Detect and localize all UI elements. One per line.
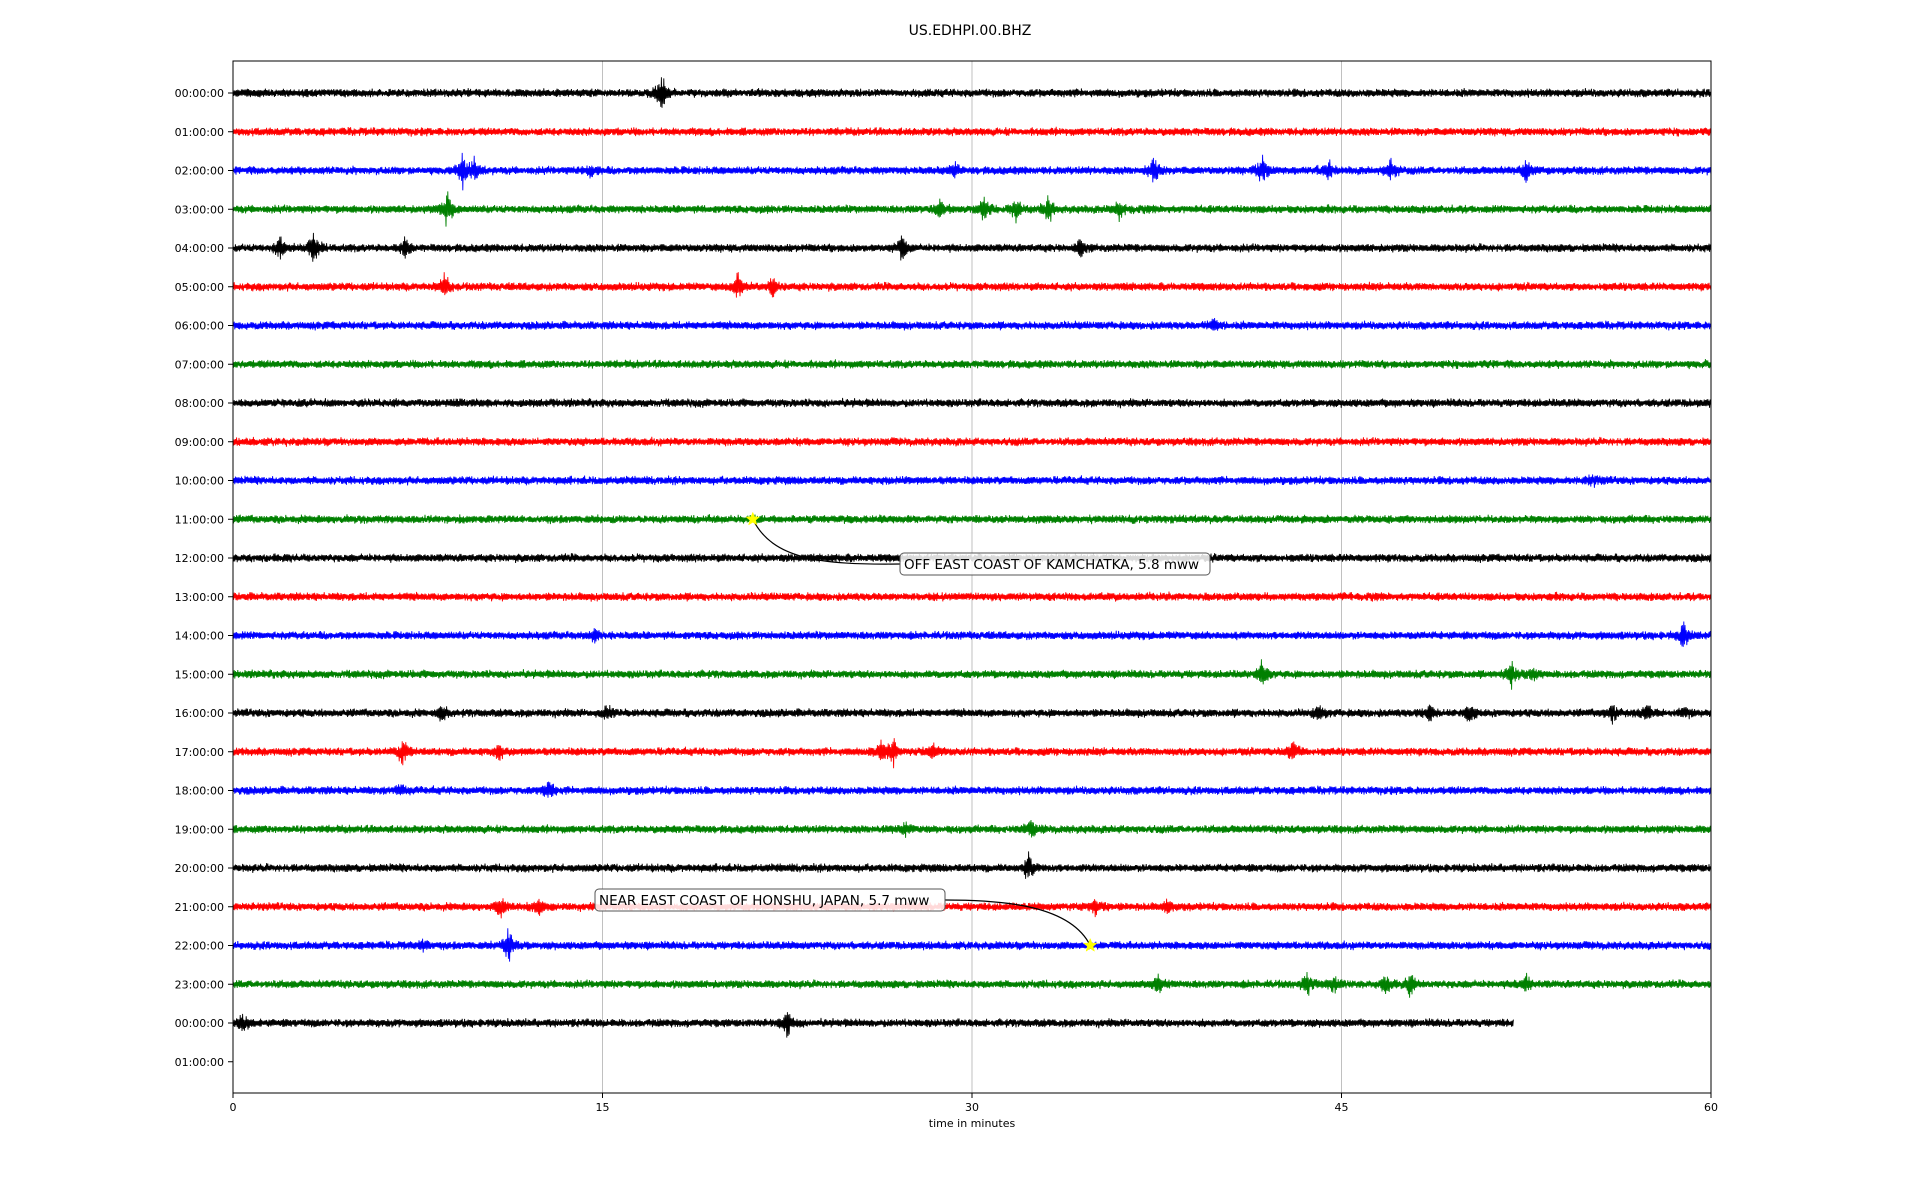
- event-2-star-icon: [1082, 937, 1098, 952]
- event-1-label-box: [899, 552, 1211, 576]
- row-label-3: 03:00:00: [175, 203, 224, 216]
- row-label-16: 16:00:00: [175, 707, 224, 720]
- trace-row-14: [232, 621, 1712, 647]
- row-label-9: 09:00:00: [175, 436, 224, 449]
- plot-frame: [232, 60, 1712, 1094]
- trace-row-7: [232, 359, 1712, 370]
- trace-row-8: [232, 397, 1712, 409]
- trace-row-11: [232, 514, 1712, 525]
- x-tick-label-1: 15: [596, 1101, 610, 1114]
- row-label-13: 13:00:00: [175, 591, 224, 604]
- trace-row-10: [232, 474, 1712, 488]
- event-1-connector: [752, 518, 901, 565]
- row-label-5: 05:00:00: [175, 281, 224, 294]
- trace-row-1: [232, 126, 1712, 137]
- trace-row-13: [232, 591, 1712, 602]
- trace-row-16: [232, 704, 1712, 725]
- row-label-23: 23:00:00: [175, 978, 224, 991]
- row-label-2: 02:00:00: [175, 165, 224, 178]
- row-label-22: 22:00:00: [175, 940, 224, 953]
- chart-title: US.EDHPI.00.BHZ: [909, 23, 1032, 39]
- trace-row-4: [232, 232, 1712, 262]
- event-2-label-box: [594, 888, 946, 912]
- row-label-11: 11:00:00: [175, 513, 224, 526]
- x-axis-ticks: 0 15 30 45 60: [230, 1093, 1718, 1114]
- row-label-0: 00:00:00: [175, 87, 224, 100]
- row-label-24: 00:00:00: [175, 1017, 224, 1030]
- row-label-25: 01:00:00: [175, 1056, 224, 1069]
- x-tick-label-2: 30: [965, 1101, 979, 1114]
- seismic-traces: [232, 77, 1712, 1038]
- trace-row-2: [232, 152, 1712, 191]
- row-label-12: 12:00:00: [175, 552, 224, 565]
- row-label-7: 07:00:00: [175, 358, 224, 371]
- row-label-19: 19:00:00: [175, 823, 224, 836]
- x-tick-label-4: 60: [1704, 1101, 1718, 1114]
- event-2-label: NEAR EAST COAST OF HONSHU, JAPAN, 5.7 mw…: [599, 893, 929, 909]
- trace-row-21: [232, 898, 1712, 919]
- trace-row-5: [232, 272, 1712, 298]
- row-label-18: 18:00:00: [175, 785, 224, 798]
- row-label-15: 15:00:00: [175, 668, 224, 681]
- trace-row-17: [232, 738, 1712, 769]
- trace-row-15: [232, 659, 1712, 690]
- row-label-20: 20:00:00: [175, 862, 224, 875]
- trace-row-6: [232, 317, 1712, 331]
- row-label-21: 21:00:00: [175, 901, 224, 914]
- trace-row-20: [232, 851, 1712, 879]
- row-label-14: 14:00:00: [175, 630, 224, 643]
- trace-row-22: [232, 928, 1712, 962]
- trace-row-19: [232, 819, 1712, 838]
- event-2-connector: [944, 899, 1091, 946]
- x-tick-label-0: 0: [230, 1101, 237, 1114]
- x-tick-label-3: 45: [1335, 1101, 1349, 1114]
- trace-row-24: [232, 1012, 1514, 1038]
- event-annotations: OFF EAST COAST OF KAMCHATKA, 5.8 mww NEAR…: [594, 511, 1211, 952]
- row-label-4: 04:00:00: [175, 242, 224, 255]
- trace-row-9: [232, 436, 1712, 447]
- x-axis-label: time in minutes: [929, 1117, 1016, 1130]
- vertical-gridlines: [602, 61, 1342, 1093]
- event-1-label: OFF EAST COAST OF KAMCHATKA, 5.8 mww: [904, 557, 1199, 573]
- row-label-1: 01:00:00: [175, 126, 224, 139]
- trace-row-23: [232, 971, 1712, 998]
- trace-row-18: [232, 781, 1712, 798]
- row-time-labels: 00:00:00 01:00:00 02:00:00 03:00:00 04:00:00…: [175, 87, 233, 1069]
- row-label-17: 17:00:00: [175, 746, 224, 759]
- row-label-6: 06:00:00: [175, 320, 224, 333]
- row-label-8: 08:00:00: [175, 397, 224, 410]
- row-label-10: 10:00:00: [175, 475, 224, 488]
- event-1-star-icon: [745, 511, 761, 526]
- trace-row-3: [232, 191, 1712, 227]
- trace-row-0: [232, 77, 1712, 108]
